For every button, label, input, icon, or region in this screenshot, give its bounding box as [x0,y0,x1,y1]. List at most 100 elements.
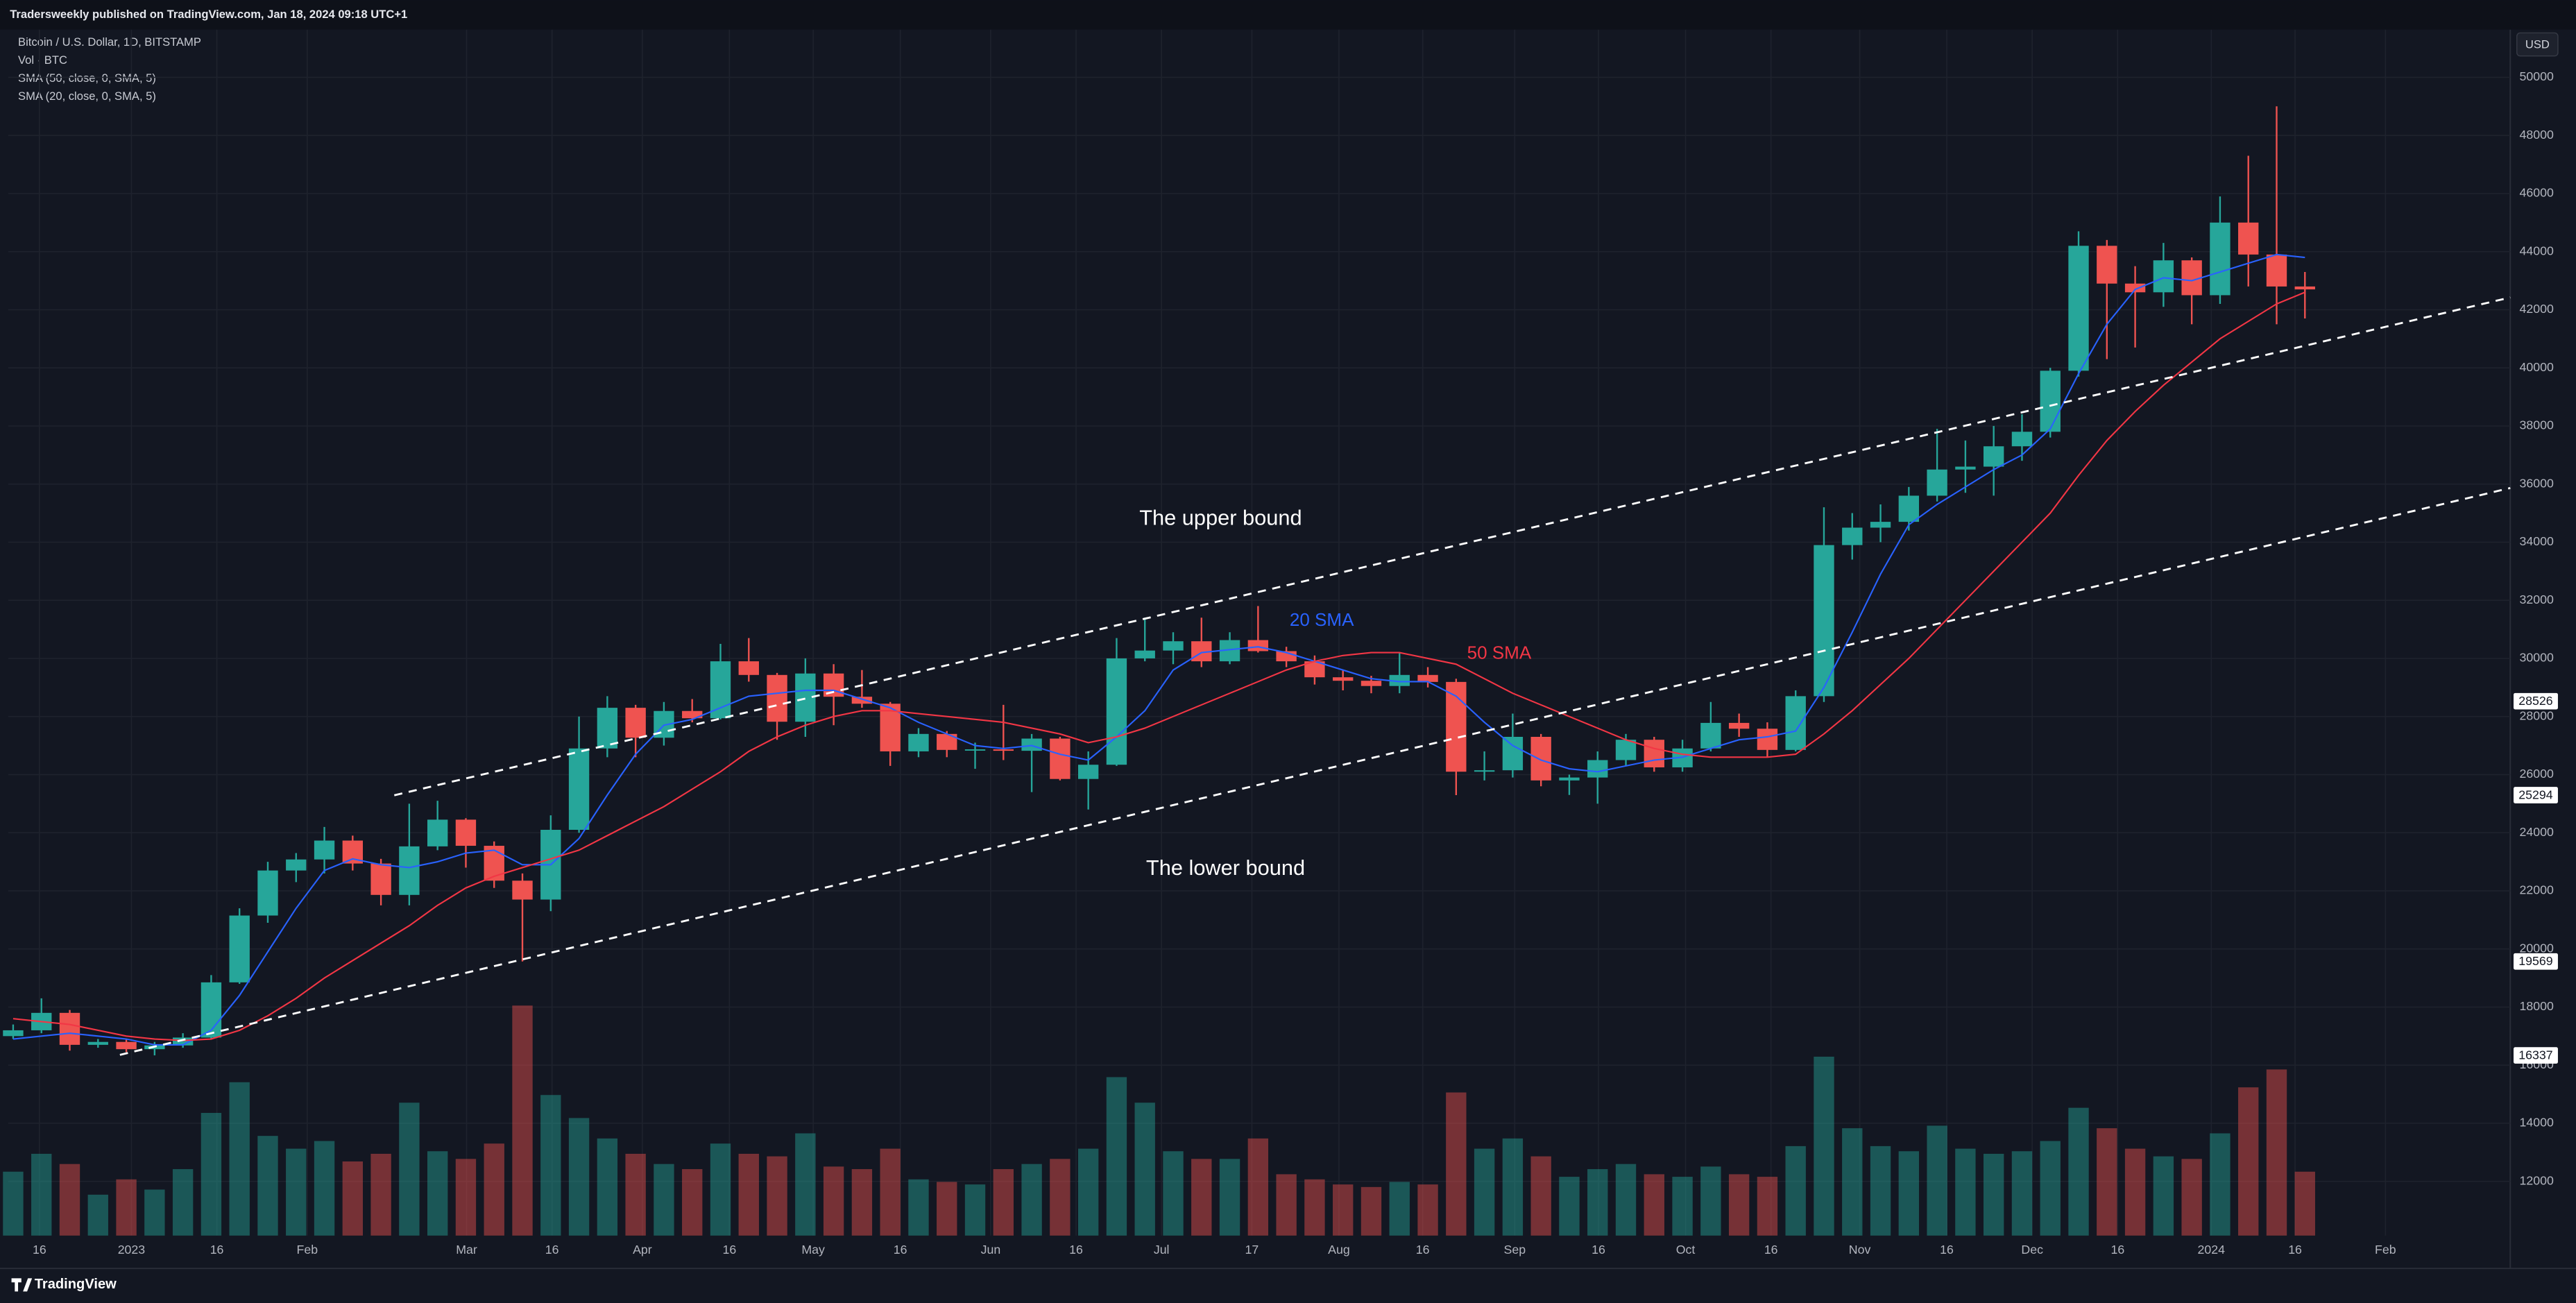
volume-bar [144,1189,165,1236]
candle-body [1757,729,1778,750]
y-tick-label: 36000 [2519,476,2553,490]
candle-body [427,819,448,846]
y-tick-label: 42000 [2519,302,2553,316]
volume-bar [1644,1174,1664,1236]
y-tick-label: 50000 [2519,69,2553,83]
volume-bar [59,1164,80,1236]
volume-bar [1842,1128,1863,1236]
volume-bar [2238,1087,2259,1236]
x-tick-label: 16 [1069,1243,1083,1257]
candle-body [1163,641,1184,651]
candle-body [1106,658,1127,765]
candle-body [1050,738,1071,779]
volume-bar [484,1143,504,1236]
price-badge-label: 25294 [2518,787,2552,801]
volume-bar [3,1171,24,1236]
x-tick-label: Feb [297,1243,318,1257]
sma-line [12,291,2305,1041]
candle-body [2266,254,2287,287]
volume-bar [31,1153,52,1236]
candle-body [201,982,222,1038]
price-badge-label: 16337 [2518,1048,2552,1062]
volume-bar [1191,1159,1212,1236]
volume-bar [1360,1186,1382,1236]
candle-body [2181,260,2202,296]
volume-bar [908,1179,929,1236]
axis-layer: 1200014000160001800020000220002400026000… [33,69,2558,1257]
volume-bar [2068,1107,2089,1236]
candle-layer [3,106,2315,1056]
volume-bar [597,1138,618,1236]
volume-bar [1474,1148,1495,1236]
volume-bar [370,1153,391,1236]
candle-body [2153,260,2174,293]
volume-bar [1898,1151,1920,1236]
volume-bar [767,1156,787,1236]
candle-body [1814,545,1834,697]
y-tick-label: 20000 [2519,941,2553,955]
candle-body [370,863,391,895]
x-tick-label: Dec [2021,1243,2043,1257]
x-tick-label: Apr [633,1243,652,1257]
volume-bar [1530,1156,1551,1236]
x-tick-label: 16 [1416,1243,1430,1257]
grid [8,29,2511,1236]
volume-bar [568,1118,590,1236]
x-tick-label: 16 [2110,1243,2124,1257]
x-tick-label: Jun [981,1243,1001,1257]
volume-bar [1333,1184,1354,1236]
volume-bar [1955,1148,1976,1236]
volume-bar [1728,1174,1750,1236]
candle-body [767,674,787,722]
candle-body [1898,495,1920,522]
x-tick-label: Oct [1676,1243,1696,1257]
volume-bar [1134,1102,1155,1236]
candle-body [2124,283,2146,293]
volume-bar [1389,1182,1410,1236]
y-tick-label: 22000 [2519,883,2553,897]
candle-body [1785,696,1806,750]
volume-bar [1417,1184,1438,1236]
currency-button[interactable] [2516,32,2559,57]
volume-bar [399,1102,420,1236]
price-badge [2514,953,2558,970]
candle-body [2294,286,2315,290]
volume-bar [1502,1138,1524,1236]
volume-bar [1021,1164,1042,1236]
y-tick-label: 12000 [2519,1173,2553,1187]
volume-bar [2266,1069,2287,1236]
volume-bar [880,1148,901,1236]
candle-body [1134,650,1155,658]
candle-body [1417,674,1438,682]
candle-body [1021,738,1042,751]
currency-label[interactable]: USD [2525,38,2550,51]
sma-label: 20 SMA [1290,609,1354,630]
volume-bar [1672,1177,1693,1236]
candle-body [59,1012,80,1045]
x-tick-label: Mar [456,1243,477,1257]
volume-bar [2097,1128,2117,1236]
y-tick-label: 30000 [2519,651,2553,665]
logo [11,1278,33,1292]
candle-body [2068,246,2089,371]
sma-line [12,253,2305,1046]
volume-bar [286,1148,307,1236]
volume-bar [937,1182,957,1236]
volume-bar [1983,1153,2004,1236]
x-tick-label: May [801,1243,825,1257]
volume-bar [993,1169,1014,1236]
x-tick-label: Nov [1849,1243,1871,1257]
candle-body [2097,246,2117,284]
candle-body [1728,722,1750,729]
candle-body [1502,737,1524,771]
annotation: The lower bound [1146,855,1305,880]
volume-bar [2181,1159,2202,1236]
volume-bar [1446,1092,1467,1236]
x-tick-label: Jul [1154,1243,1170,1257]
y-tick-label: 26000 [2519,767,2553,781]
symbol: Bitcoin / U.S. Dollar, 1D, BITSTAMP [18,35,201,49]
candle-body [1247,640,1269,652]
price-badge [2514,1047,2558,1064]
volume-bar [1700,1166,1721,1236]
volume-bar [823,1166,844,1236]
